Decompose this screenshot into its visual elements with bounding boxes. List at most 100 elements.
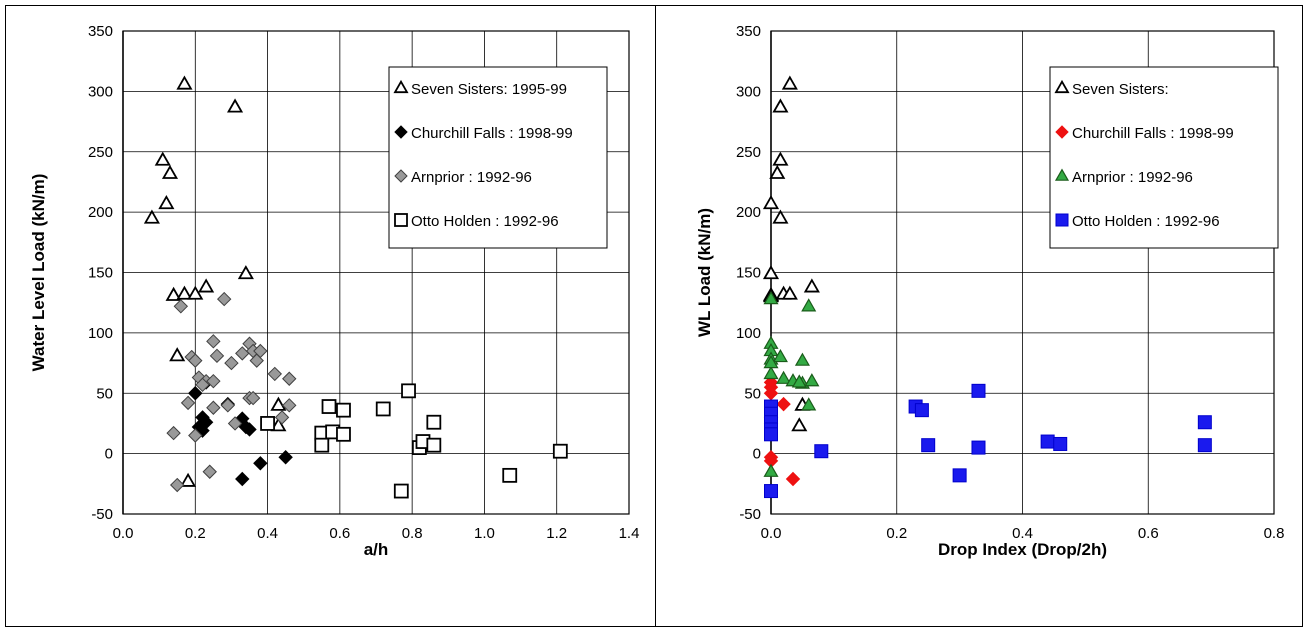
legend-item: Seven Sisters: 1995-99 [393, 79, 567, 98]
y-tick-label: 300 [88, 83, 113, 100]
x-tick-label: 0.6 [329, 525, 350, 542]
data-point-0-0-10 [237, 265, 254, 280]
data-point-0-3-8 [401, 383, 416, 399]
y-tick-label: 0 [105, 446, 113, 463]
data-point-0-0-6 [165, 286, 182, 301]
y-tick-label: 50 [96, 385, 113, 402]
data-point-1-2-legend [1054, 168, 1070, 181]
data-point-1-0-10 [803, 278, 820, 293]
y-tick-label: 250 [736, 144, 761, 161]
data-point-1-3-9 [921, 438, 936, 453]
data-point-1-3-13 [1040, 434, 1055, 449]
data-point-1-2-15 [763, 463, 779, 477]
data-point-0-1-12 [278, 450, 293, 465]
data-point-0-2-5 [209, 348, 225, 364]
legend-item: Churchill Falls : 1998-99 [394, 125, 573, 142]
data-point-0-0-3 [161, 164, 179, 179]
data-point-0-0-11 [169, 347, 186, 362]
y-tick-label: 150 [88, 265, 113, 282]
x-tick-label: 1.4 [619, 525, 640, 542]
legend: Seven Sisters: Churchill Falls : 1998-99 A… [1049, 66, 1279, 249]
y-tick-label: 350 [736, 23, 761, 40]
x-tick-label: 0.2 [886, 525, 907, 542]
data-point-0-2-26 [166, 425, 181, 441]
data-point-1-3-5 [764, 484, 778, 499]
data-point-1-0-0 [781, 75, 798, 90]
legend-label: Churchill Falls : 1998-99 [411, 125, 573, 142]
data-point-1-3-12 [952, 468, 967, 483]
data-point-0-2-2 [206, 334, 221, 349]
data-point-1-1-legend [1055, 125, 1069, 139]
data-point-1-2-7 [763, 365, 779, 380]
x-tick-label: 1.2 [546, 525, 567, 542]
data-point-0-0-5 [143, 209, 160, 224]
data-point-1-2-5 [772, 348, 788, 363]
data-point-0-0-13 [270, 417, 287, 432]
legend: Seven Sisters: 1995-99 Churchill Falls : … [388, 66, 608, 249]
legend-item: Arnprior : 1992-96 [394, 169, 532, 186]
data-point-1-0-5 [772, 209, 789, 224]
data-point-1-1-3 [776, 396, 791, 412]
x-tick-label: 0.8 [402, 525, 423, 542]
data-point-0-2-15 [267, 366, 283, 382]
data-point-0-2-28 [202, 464, 217, 479]
data-point-0-3-5 [336, 426, 351, 442]
series-3 [260, 383, 568, 499]
legend-label: Arnprior : 1992-96 [411, 169, 532, 186]
data-point-0-1-10 [235, 471, 250, 487]
legend-label: Otto Holden : 1992-96 [1072, 213, 1220, 230]
data-point-0-2-27 [188, 428, 203, 443]
data-point-1-0-9 [781, 285, 798, 300]
x-tick-label: 0.6 [1138, 525, 1159, 542]
y-tick-label: 150 [736, 265, 761, 282]
data-point-1-0-13 [791, 417, 808, 432]
data-point-0-3-2 [336, 402, 351, 418]
legend-item: Arnprior : 1992-96 [1054, 168, 1193, 186]
data-point-0-2-16 [282, 371, 297, 386]
data-point-0-0-12 [270, 396, 287, 411]
data-point-0-0-2 [154, 151, 171, 166]
legend-label: Arnprior : 1992-96 [1072, 169, 1193, 186]
y-tick-label: -50 [739, 506, 761, 523]
data-point-0-3-12 [426, 437, 442, 453]
data-point-0-1-legend [394, 125, 408, 139]
data-point-0-3-13 [393, 483, 409, 499]
data-point-1-3-15 [1197, 415, 1212, 430]
data-point-1-3-10 [971, 383, 986, 398]
data-point-0-0-9 [198, 278, 215, 293]
data-point-0-1-11 [253, 456, 268, 471]
data-point-0-3-14 [502, 467, 518, 483]
y-tick-label: 50 [744, 385, 761, 402]
data-point-0-0-4 [158, 195, 175, 210]
x-tick-label: 1.0 [474, 525, 495, 542]
y-axis-label: Water Level Load (kN/m) [29, 174, 48, 372]
series-3 [764, 383, 1212, 499]
data-point-0-3-15 [552, 443, 568, 459]
legend-item: Otto Holden : 1992-96 [1055, 213, 1220, 230]
legend-label: Otto Holden : 1992-96 [411, 213, 559, 230]
data-point-0-2-24 [282, 398, 297, 413]
data-point-0-0-7 [176, 285, 193, 300]
series-0 [143, 75, 287, 487]
data-point-1-0-3 [769, 164, 786, 179]
data-point-1-0-6 [762, 265, 780, 280]
data-point-0-2-14 [224, 355, 239, 371]
data-point-0-2-23 [274, 410, 290, 425]
data-point-0-3-6 [314, 437, 330, 453]
x-tick-label: 0.0 [113, 525, 134, 542]
y-tick-label: 350 [88, 23, 113, 40]
data-point-1-1-8 [785, 471, 801, 487]
data-point-1-0-legend [1054, 79, 1070, 94]
data-point-0-0-0 [176, 75, 193, 90]
y-tick-label: 0 [753, 446, 761, 463]
data-point-1-3-4 [764, 427, 778, 442]
data-point-0-2-18 [195, 377, 210, 393]
data-point-0-0-8 [187, 285, 204, 300]
data-point-0-0-legend [393, 79, 409, 94]
data-point-0-3-legend [394, 213, 408, 227]
x-tick-label: 0.4 [1012, 525, 1033, 542]
data-point-1-3-14 [1053, 436, 1068, 451]
legend-label: Churchill Falls : 1998-99 [1072, 125, 1234, 142]
data-point-0-2-10 [249, 353, 264, 368]
